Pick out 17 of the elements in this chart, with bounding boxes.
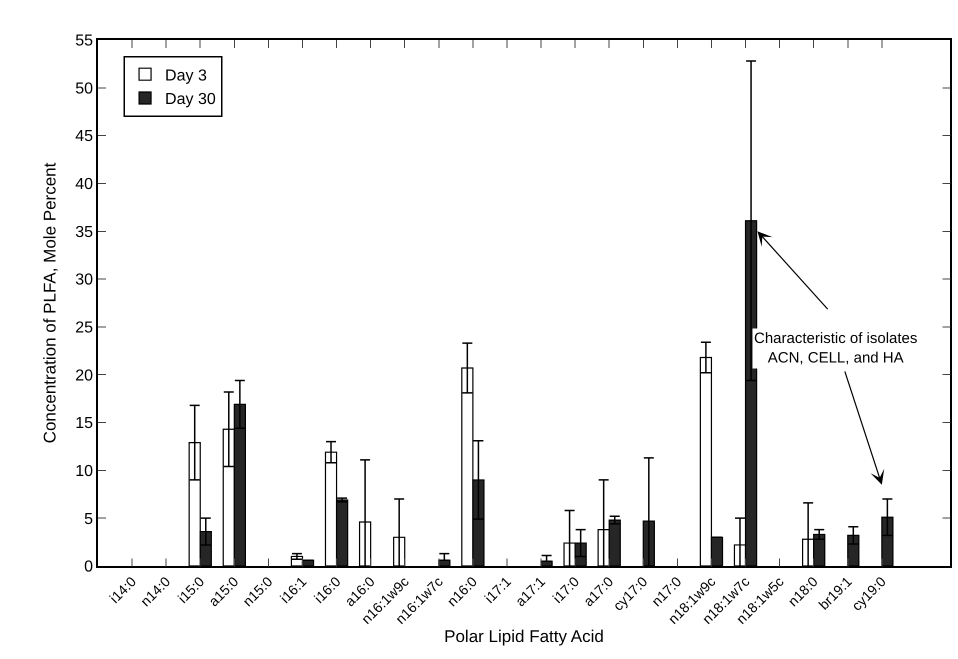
y-tick-label: 50 [75, 80, 94, 98]
y-tick-label: 10 [75, 462, 94, 480]
x-axis-title: Polar Lipid Fatty Acid [444, 627, 604, 646]
y-tick-label: 5 [84, 510, 94, 528]
y-tick-label: 40 [75, 176, 94, 194]
annotation: Characteristic of isolates ACN, CELL, and HA [754, 330, 918, 366]
legend-label: Day 30 [165, 91, 216, 108]
y-tick-label: 0 [84, 558, 94, 576]
y-tick-label: 45 [75, 128, 94, 146]
y-tick-label: 55 [75, 32, 94, 50]
y-tick-label: 35 [75, 224, 94, 241]
y-tick-label: 25 [75, 320, 94, 337]
y-axis-title: Concentration of PLFA, Mole Percent [40, 162, 60, 444]
legend-label: Day 3 [165, 67, 207, 84]
y-tick-label: 15 [75, 415, 94, 432]
y-tick-label: 20 [75, 367, 94, 384]
y-tick-label: 30 [75, 272, 94, 289]
